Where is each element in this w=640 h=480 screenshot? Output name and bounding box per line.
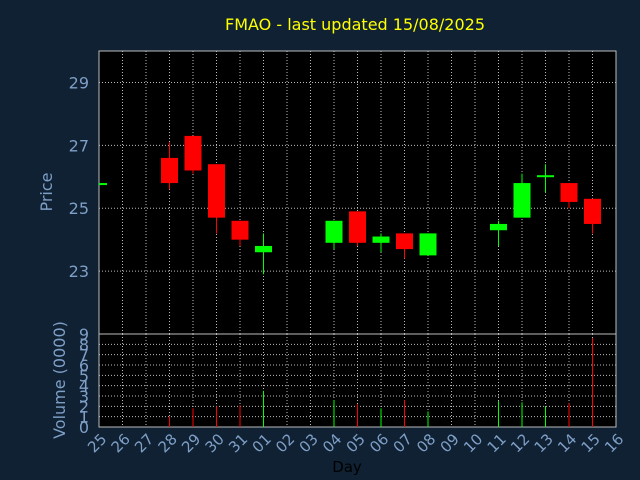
x-tick-label: 06 [366,430,392,456]
price-tick-label: 29 [69,73,89,92]
candle-body [490,223,507,231]
candle-body [584,198,601,224]
volume-tick-label: 6 [79,356,89,375]
x-tick-label: 08 [413,430,439,456]
candle-body [537,175,554,178]
x-tick-label: 13 [531,430,557,456]
volume-tick-label: 0 [79,418,89,437]
candle-body [161,157,178,184]
volume-tick-label: 1 [79,408,89,427]
x-tick-label: 02 [272,430,298,456]
x-tick-label: 09 [437,430,463,456]
candle-body [560,183,578,202]
x-tick-label: 15 [578,430,604,456]
volume-tick-label: 2 [79,397,89,416]
candle-body [325,220,343,243]
x-tick-label: 05 [343,430,369,456]
volume-tick-label: 3 [79,387,89,406]
candle-body [396,233,413,250]
x-tick-label: 27 [131,430,157,456]
x-tick-label: 03 [296,430,322,456]
volume-axis-label: Volume (0000) [50,321,69,439]
candle-body [419,233,437,256]
x-tick-label: 29 [178,430,204,456]
plot-layer: 2325272901234567892526272829303101020304… [69,50,627,456]
price-tick-label: 27 [69,136,89,155]
chart-title: FMAO - last updated 15/08/2025 [225,15,485,34]
x-axis-label: Day [332,458,362,476]
x-tick-label: 28 [155,430,181,456]
candle-body [349,211,366,243]
x-tick-label: 10 [460,430,486,456]
candle-body [372,236,390,243]
x-tick-label: 16 [601,430,627,456]
volume-tick-label: 7 [79,346,89,365]
price-tick-label: 23 [69,262,89,281]
candle-body [255,245,272,253]
price-tick-label: 25 [69,199,89,218]
x-tick-label: 30 [202,430,228,456]
volume-tick-label: 5 [79,366,89,385]
candle-body [184,135,202,171]
x-tick-label: 26 [108,430,134,456]
volume-tick-label: 4 [79,377,89,396]
x-tick-label: 07 [390,430,416,456]
x-tick-label: 01 [249,430,275,456]
x-tick-label: 31 [225,430,251,456]
x-tick-label: 04 [319,430,345,456]
candle-body [513,183,531,218]
x-tick-label: 11 [484,430,510,456]
x-tick-label: 12 [507,430,533,456]
volume-tick-label: 9 [79,325,89,344]
candle-body [208,164,225,218]
candle-body [99,183,107,186]
price-axis-label: Price [37,172,56,211]
x-tick-label: 14 [554,430,580,456]
candle-body [231,220,249,240]
marks-layer [99,135,601,427]
volume-tick-label: 8 [79,335,89,354]
